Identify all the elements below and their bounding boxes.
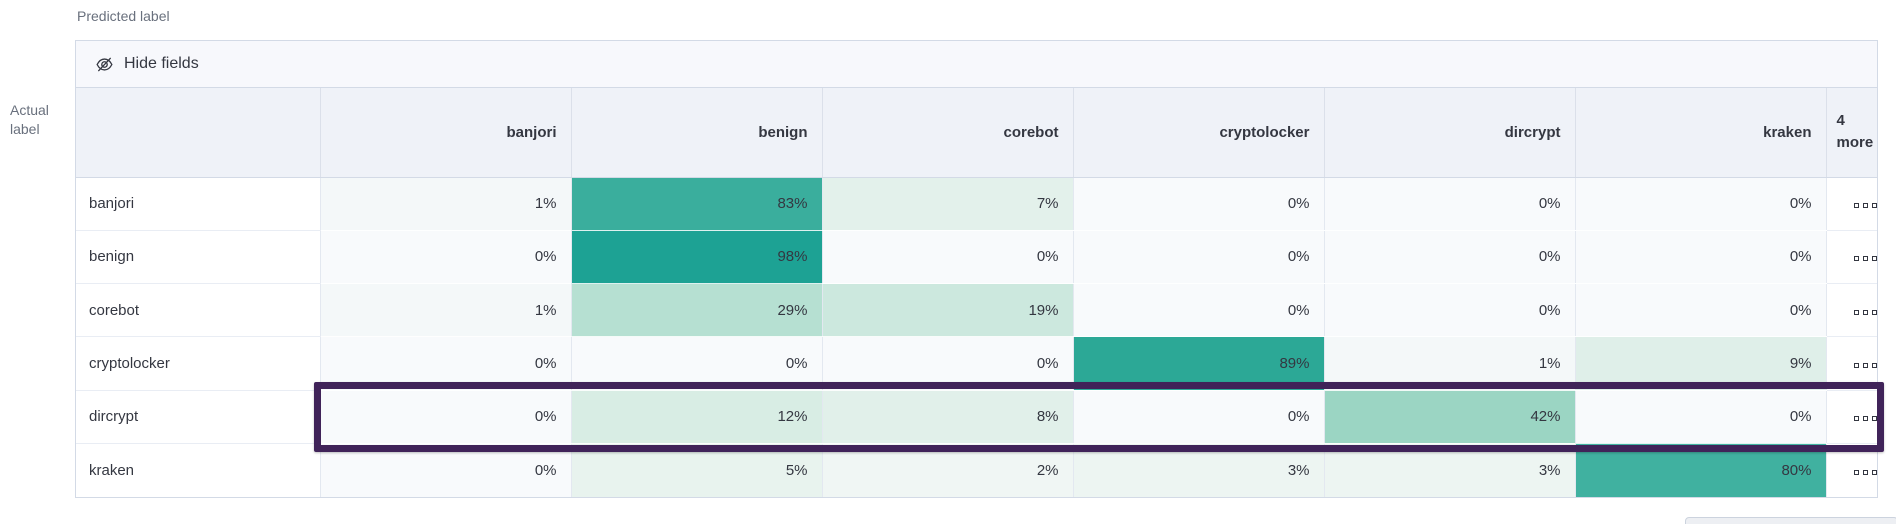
cell-dircrypt-benign: 12% [570,390,822,444]
three-squares-dots-icon [1854,469,1877,475]
cell-cryptolocker-cryptolocker: 89% [1072,336,1324,391]
actual-label-line2: label [10,121,40,137]
row-label-corebot: corebot [76,283,320,338]
cell-benign-cryptolocker: 0% [1072,230,1324,285]
matrix-header-row: banjori benign corebot cryptolocker dircrypt… [76,88,1877,178]
matrix-row-kraken: kraken 0% 5% 2% 3% 3% 80% [76,443,1877,497]
confusion-matrix-table: banjori benign corebot cryptolocker dircrypt… [76,88,1877,497]
grid-toolbar: Hide fields [76,41,1877,88]
three-squares-dots-icon [1854,309,1877,315]
column-header-dircrypt: dircrypt [1323,88,1575,178]
cell-benign-benign: 98% [570,230,822,285]
matrix-body: banjori 1% 83% 7% 0% 0% 0% benign 0% 98% 0% 0% 0% 0% c… [76,177,1877,497]
cell-banjori-corebot: 7% [821,177,1073,231]
three-squares-dots-icon [1854,416,1877,422]
predicted-label: Predicted label [77,8,170,24]
column-header-more: 4 more [1825,88,1877,178]
cell-cryptolocker-corebot: 0% [821,336,1073,391]
cell-corebot-banjori: 1% [319,283,571,338]
row-label-banjori: banjori [76,177,320,231]
cell-banjori-kraken: 0% [1574,177,1826,231]
corner-header-cell [76,88,320,178]
cell-banjori-dircrypt: 0% [1323,177,1575,231]
cell-dircrypt-corebot: 8% [821,390,1073,444]
matrix-row-dircrypt: dircrypt 0% 12% 8% 0% 42% 0% [76,390,1877,444]
cell-dircrypt-cryptolocker: 0% [1072,390,1324,444]
row-label-cryptolocker: cryptolocker [76,336,320,391]
cell-corebot-dircrypt: 0% [1323,283,1575,338]
column-header-banjori: banjori [319,88,571,178]
cell-benign-banjori: 0% [319,230,571,285]
hide-fields-button[interactable]: Hide fields [95,55,199,74]
cell-corebot-kraken: 0% [1574,283,1826,338]
confusion-matrix-grid: Hide fields banjori benign corebot cryptolo… [75,40,1878,498]
cell-cryptolocker-kraken: 9% [1574,336,1826,391]
hide-fields-label: Hide fields [124,55,199,72]
matrix-row-benign: benign 0% 98% 0% 0% 0% 0% [76,230,1877,285]
cell-corebot-cryptolocker: 0% [1072,283,1324,338]
cell-cryptolocker-dircrypt: 1% [1323,336,1575,391]
eye-closed-icon [95,55,114,74]
matrix-row-banjori: banjori 1% 83% 7% 0% 0% 0% [76,177,1877,231]
matrix-row-corebot: corebot 1% 29% 19% 0% 0% 0% [76,283,1877,338]
cell-corebot-corebot: 19% [821,283,1073,338]
matrix-row-cryptolocker: cryptolocker 0% 0% 0% 89% 1% 9% [76,336,1877,391]
row-label-benign: benign [76,230,320,285]
horizontal-scrollbar-partial[interactable] [1685,517,1896,524]
cell-banjori-cryptolocker: 0% [1072,177,1324,231]
three-squares-dots-icon [1854,256,1877,262]
cell-dircrypt-dircrypt: 42% [1323,390,1575,444]
column-header-corebot: corebot [821,88,1073,178]
hidden-columns-indicator [1825,230,1877,285]
cell-banjori-banjori: 1% [319,177,571,231]
cell-benign-dircrypt: 0% [1323,230,1575,285]
cell-kraken-corebot: 2% [821,443,1073,497]
actual-label-line1: Actual [10,102,49,118]
cell-dircrypt-banjori: 0% [319,390,571,444]
cell-kraken-kraken: 80% [1574,443,1826,497]
three-squares-dots-icon [1854,203,1877,209]
cell-dircrypt-kraken: 0% [1574,390,1826,444]
cell-cryptolocker-banjori: 0% [319,336,571,391]
cell-kraken-banjori: 0% [319,443,571,497]
cell-kraken-benign: 5% [570,443,822,497]
cell-banjori-benign: 83% [570,177,822,231]
hidden-columns-indicator [1825,177,1877,231]
three-squares-dots-icon [1854,363,1877,369]
cell-kraken-cryptolocker: 3% [1072,443,1324,497]
cell-cryptolocker-benign: 0% [570,336,822,391]
cell-benign-corebot: 0% [821,230,1073,285]
column-header-cryptolocker: cryptolocker [1072,88,1324,178]
hidden-columns-indicator [1825,390,1877,444]
column-header-benign: benign [570,88,822,178]
hidden-columns-indicator [1825,336,1877,391]
cell-kraken-dircrypt: 3% [1323,443,1575,497]
column-header-kraken: kraken [1574,88,1826,178]
cell-corebot-benign: 29% [570,283,822,338]
hidden-columns-indicator [1825,283,1877,338]
actual-label: Actual label [10,101,49,139]
row-label-kraken: kraken [76,443,320,497]
row-label-dircrypt: dircrypt [76,390,320,444]
cell-benign-kraken: 0% [1574,230,1826,285]
hidden-columns-indicator [1825,443,1877,497]
